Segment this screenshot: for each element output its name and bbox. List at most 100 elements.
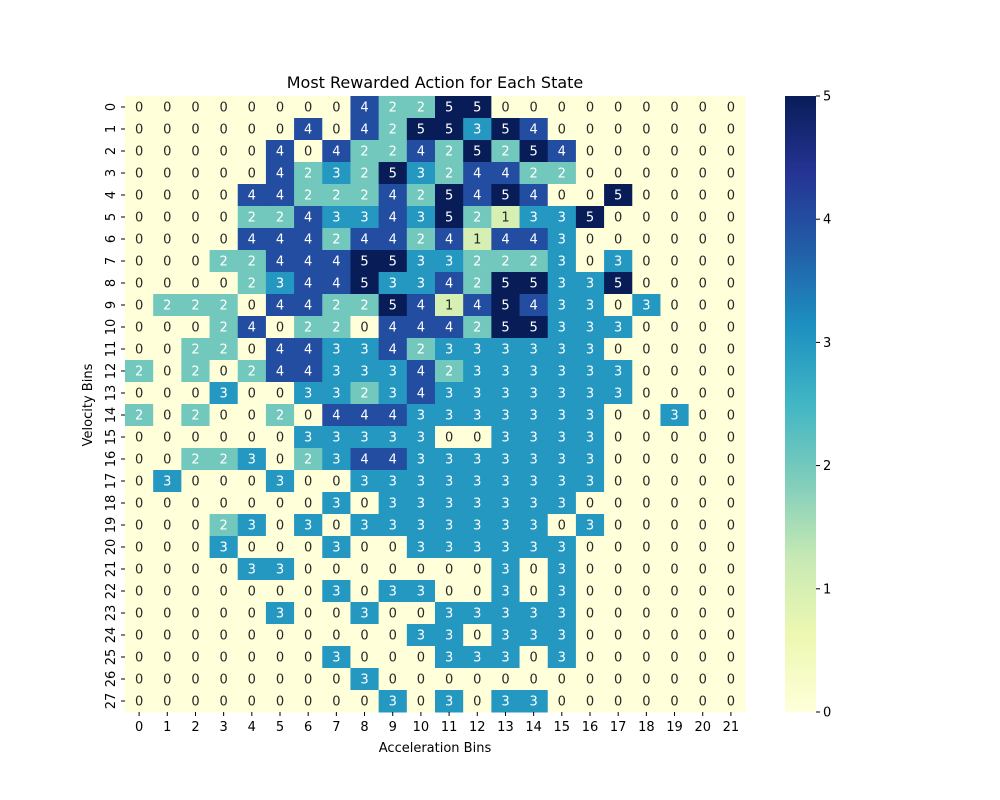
heatmap-cell bbox=[660, 602, 690, 625]
cell-value-label: 3 bbox=[501, 409, 509, 424]
heatmap-cell bbox=[604, 382, 633, 405]
cell-value-label: 0 bbox=[389, 541, 397, 556]
cell-value-label: 0 bbox=[670, 387, 678, 402]
cell-value-label: 0 bbox=[276, 673, 284, 688]
cell-value-label: 4 bbox=[529, 189, 537, 204]
cell-value-label: 3 bbox=[332, 585, 340, 600]
x-tick-label: 21 bbox=[723, 720, 740, 735]
heatmap-cell bbox=[294, 580, 323, 603]
cell-value-label: 3 bbox=[219, 387, 227, 402]
cell-value-label: 0 bbox=[699, 519, 707, 534]
cell-value-label: 2 bbox=[332, 233, 340, 248]
heatmap-cell bbox=[716, 206, 746, 229]
heatmap-cell bbox=[575, 250, 605, 273]
cell-value-label: 0 bbox=[699, 365, 707, 380]
cell-value-label: 4 bbox=[304, 299, 312, 314]
cell-value-label: 0 bbox=[727, 233, 735, 248]
heatmap-cell bbox=[153, 536, 182, 559]
heatmap-cell bbox=[716, 448, 746, 471]
heatmap-cell bbox=[463, 448, 492, 471]
heatmap-cell bbox=[406, 426, 436, 449]
heatmap-cell bbox=[181, 338, 211, 361]
cell-value-label: 3 bbox=[360, 343, 368, 358]
heatmap-cell bbox=[547, 624, 577, 647]
cell-value-label: 3 bbox=[501, 541, 509, 556]
heatmap-cell bbox=[265, 162, 295, 185]
heatmap-cell bbox=[265, 206, 295, 229]
heatmap-cell bbox=[125, 338, 154, 361]
cell-value-label: 3 bbox=[501, 343, 509, 358]
cell-value-label: 0 bbox=[670, 651, 678, 666]
heatmap-cell bbox=[406, 624, 436, 647]
cell-value-label: 0 bbox=[699, 453, 707, 468]
cell-value-label: 0 bbox=[163, 167, 171, 182]
heatmap-cell bbox=[181, 404, 211, 427]
heatmap-cell bbox=[406, 690, 436, 713]
cell-value-label: 3 bbox=[219, 541, 227, 556]
cell-value-label: 0 bbox=[276, 321, 284, 336]
heatmap-cell bbox=[322, 294, 351, 317]
heatmap-cell bbox=[519, 250, 549, 273]
cell-value-label: 3 bbox=[614, 255, 622, 270]
heatmap-cell bbox=[406, 404, 436, 427]
cell-value-label: 0 bbox=[417, 695, 425, 710]
heatmap-cell bbox=[547, 96, 577, 119]
heatmap-cell bbox=[435, 118, 464, 141]
heatmap-cell bbox=[350, 624, 380, 647]
cell-value-label: 0 bbox=[191, 563, 199, 578]
cell-value-label: 0 bbox=[191, 695, 199, 710]
cell-value-label: 0 bbox=[614, 167, 622, 182]
cell-value-label: 0 bbox=[332, 607, 340, 622]
heatmap-cell bbox=[435, 228, 464, 251]
cell-value-label: 3 bbox=[417, 255, 425, 270]
y-tick-label: 1 bbox=[104, 125, 119, 133]
cell-value-label: 0 bbox=[135, 255, 143, 270]
heatmap-cell bbox=[688, 426, 718, 449]
cell-value-label: 3 bbox=[389, 475, 397, 490]
cell-value-label: 0 bbox=[276, 629, 284, 644]
cell-value-label: 0 bbox=[219, 563, 227, 578]
heatmap-cell bbox=[350, 470, 380, 493]
heatmap-cell bbox=[181, 448, 211, 471]
cell-value-label: 0 bbox=[586, 607, 594, 622]
cell-value-label: 5 bbox=[529, 277, 537, 292]
heatmap-cell bbox=[265, 316, 295, 339]
cell-value-label: 0 bbox=[699, 145, 707, 160]
cell-value-label: 0 bbox=[163, 387, 171, 402]
heatmap-cell bbox=[491, 690, 521, 713]
cell-value-label: 4 bbox=[304, 211, 312, 226]
heatmap-cell bbox=[519, 140, 549, 163]
cell-value-label: 0 bbox=[135, 585, 143, 600]
heatmap-cell bbox=[632, 404, 661, 427]
cell-value-label: 1 bbox=[501, 211, 509, 226]
heatmap-cell bbox=[716, 690, 746, 713]
heatmap-cell bbox=[265, 470, 295, 493]
cell-value-label: 3 bbox=[276, 607, 284, 622]
colorbar-tick-label: 4 bbox=[823, 213, 831, 228]
cell-value-label: 0 bbox=[727, 189, 735, 204]
heatmap-cell bbox=[604, 96, 633, 119]
heatmap-cell bbox=[265, 338, 295, 361]
cell-value-label: 3 bbox=[529, 475, 537, 490]
x-tick-label: 17 bbox=[610, 720, 627, 735]
cell-value-label: 3 bbox=[529, 211, 537, 226]
heatmap-cell bbox=[209, 426, 239, 449]
heatmap-cell bbox=[716, 140, 746, 163]
heatmap-cell bbox=[322, 184, 351, 207]
cell-value-label: 3 bbox=[558, 299, 566, 314]
cell-value-label: 0 bbox=[163, 277, 171, 292]
cell-value-label: 4 bbox=[389, 409, 397, 424]
cell-value-label: 2 bbox=[473, 277, 481, 292]
heatmap-cell bbox=[491, 360, 521, 383]
cell-value-label: 0 bbox=[586, 673, 594, 688]
cell-value-label: 4 bbox=[417, 299, 425, 314]
heatmap-cell bbox=[519, 558, 549, 581]
heatmap-cell bbox=[491, 162, 521, 185]
heatmap-cell bbox=[125, 492, 154, 515]
heatmap-cell bbox=[435, 580, 464, 603]
cell-value-label: 0 bbox=[642, 255, 650, 270]
cell-value-label: 4 bbox=[389, 189, 397, 204]
heatmap-cell bbox=[435, 162, 464, 185]
heatmap-cell bbox=[632, 184, 661, 207]
heatmap-cell bbox=[153, 272, 182, 295]
